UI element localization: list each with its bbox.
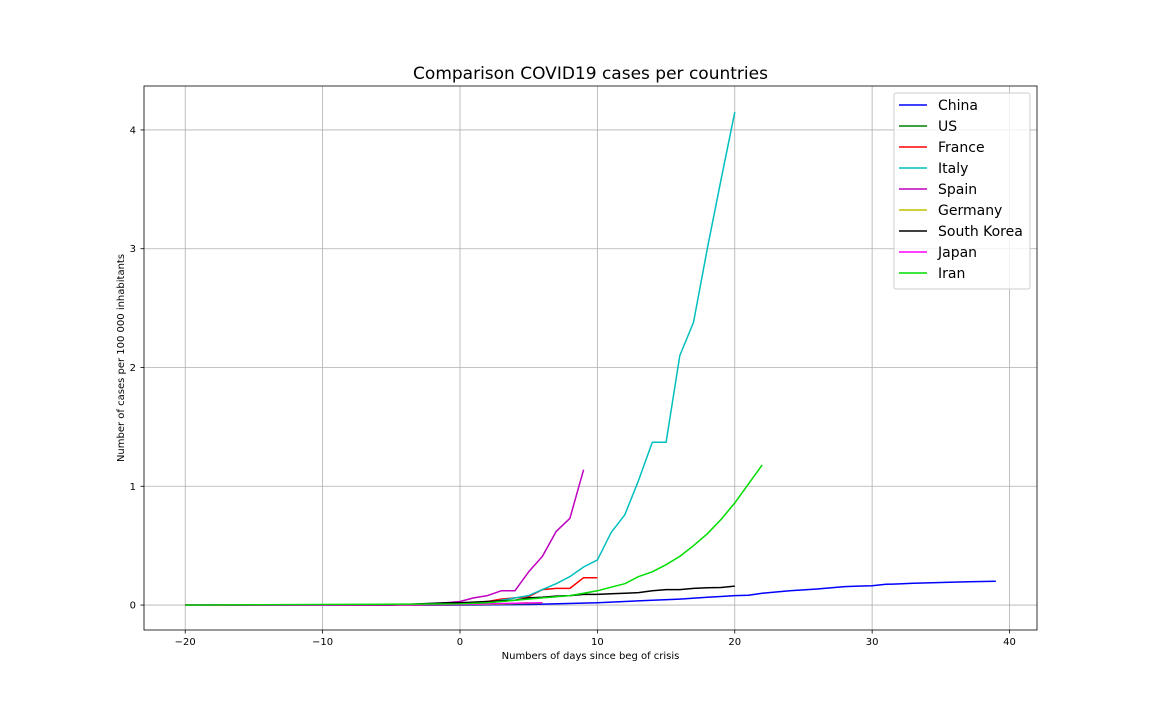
x-tick-label: 40 bbox=[1003, 637, 1016, 648]
x-tick-label: −20 bbox=[175, 637, 196, 648]
axis-ticks: −20 −10 0 10 20 30 40 0 1 2 3 4 bbox=[130, 125, 1016, 648]
series-line-iran bbox=[185, 464, 763, 606]
series-line-china bbox=[185, 580, 996, 606]
y-tick-label: 4 bbox=[130, 125, 136, 136]
series-line-south-korea bbox=[185, 585, 735, 606]
chart-title: Comparison COVID19 cases per countries bbox=[413, 64, 768, 84]
y-axis-label: Number of cases per 100 000 inhabitants bbox=[116, 254, 127, 462]
legend-label-iran: Iran bbox=[938, 266, 965, 282]
plot-frame bbox=[143, 85, 1038, 631]
legend-box bbox=[893, 92, 1031, 290]
y-tick-label: 3 bbox=[130, 244, 136, 255]
x-tick-label: 10 bbox=[591, 637, 604, 648]
legend-label-germany: Germany bbox=[938, 203, 1002, 219]
legend-label-us: US bbox=[938, 119, 957, 135]
legend: China US France Italy Spain Germany South Kore… bbox=[893, 92, 1031, 290]
legend-label-italy: Italy bbox=[938, 161, 968, 177]
legend-label-south-korea: South Korea bbox=[938, 224, 1023, 240]
y-tick-label: 0 bbox=[130, 601, 136, 612]
x-tick-label: 20 bbox=[728, 637, 741, 648]
legend-label-china: China bbox=[938, 98, 978, 114]
x-tick-label: 0 bbox=[457, 637, 463, 648]
legend-label-spain: Spain bbox=[938, 182, 977, 198]
legend-label-japan: Japan bbox=[937, 245, 977, 261]
series-lines bbox=[185, 111, 996, 606]
legend-label-france: France bbox=[938, 140, 985, 156]
x-axis-label: Numbers of days since beg of crisis bbox=[502, 651, 680, 662]
x-tick-label: −10 bbox=[312, 637, 333, 648]
y-tick-label: 1 bbox=[130, 482, 136, 493]
x-tick-label: 30 bbox=[866, 637, 879, 648]
y-tick-label: 2 bbox=[130, 363, 136, 374]
